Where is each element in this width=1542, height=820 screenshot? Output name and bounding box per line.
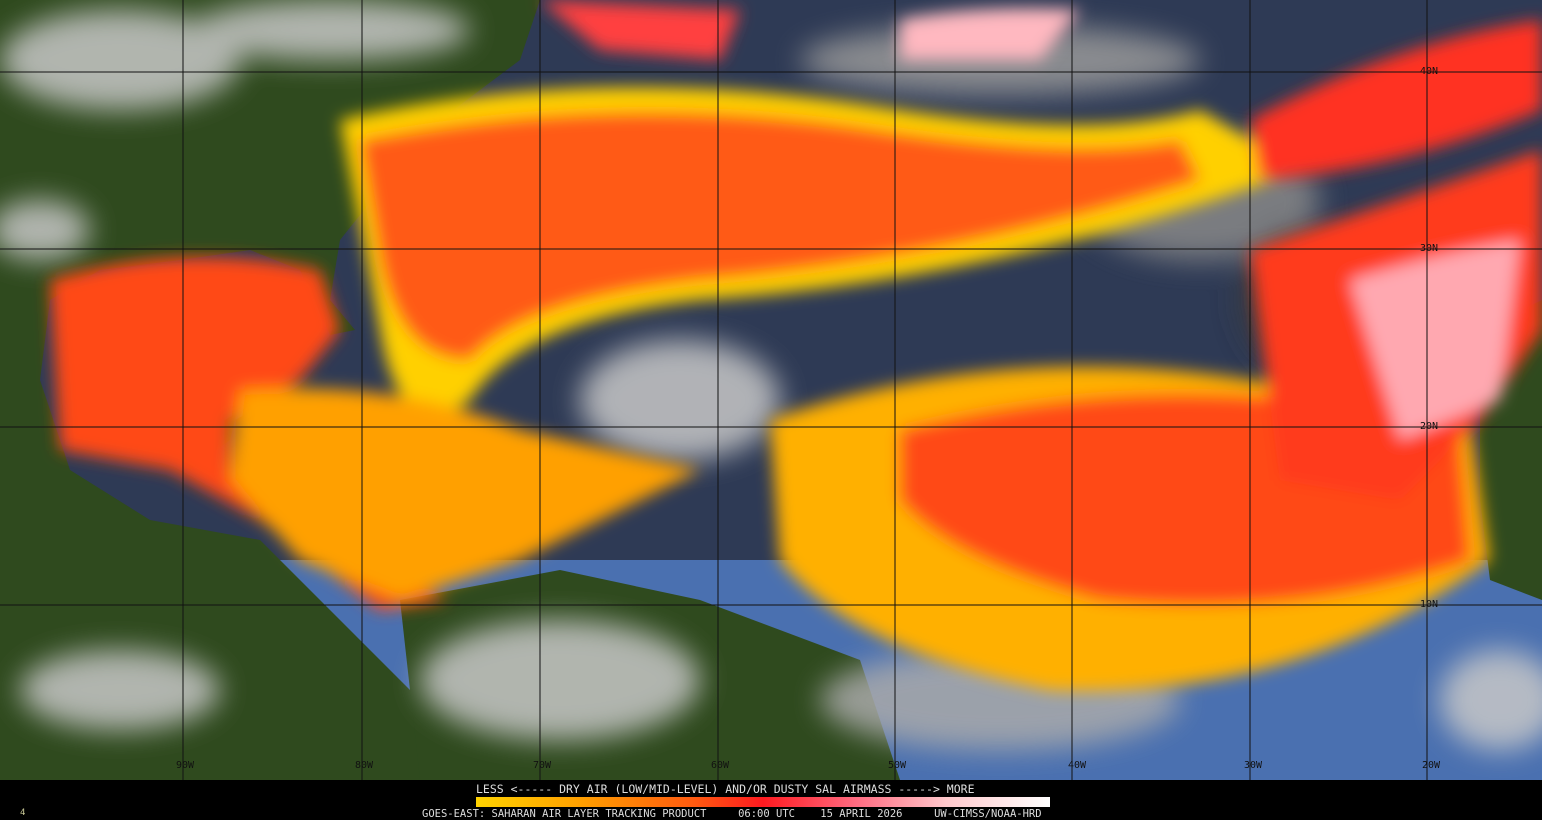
lon-label-80w: 80W	[355, 760, 374, 771]
lat-lon-grid	[0, 0, 1542, 780]
sal-satellite-map	[0, 0, 1542, 780]
dry-air-plumes	[50, 0, 1542, 691]
lon-label-40w: 40W	[1068, 760, 1087, 771]
time: 06:00 UTC	[738, 808, 795, 820]
lon-label-50w: 50W	[888, 760, 907, 771]
lon-label-70w: 70W	[533, 760, 552, 771]
lat-label-40n: 40N	[1420, 66, 1439, 77]
date: 15 APRIL 2026	[820, 808, 903, 820]
lon-label-90w: 90W	[176, 760, 195, 771]
lat-label-10n: 10N	[1420, 599, 1439, 610]
lon-label-20w: 20W	[1422, 760, 1441, 771]
lat-label-30n: 30N	[1420, 243, 1439, 254]
product-name: GOES-EAST: SAHARAN AIR LAYER TRACKING PR…	[422, 808, 707, 820]
lat-label-20n: 20N	[1420, 421, 1439, 432]
source: UW-CIMSS/NOAA-HRD	[934, 808, 1042, 820]
legend-caption: LESS <----- DRY AIR (LOW/MID-LEVEL) AND/…	[476, 782, 975, 796]
lon-label-60w: 60W	[711, 760, 730, 771]
product-footer: GOES-EAST: SAHARAN AIR LAYER TRACKING PR…	[422, 808, 1042, 820]
color-scale	[476, 797, 1050, 807]
lon-label-30w: 30W	[1244, 760, 1263, 771]
frame-number: 4	[20, 808, 26, 818]
